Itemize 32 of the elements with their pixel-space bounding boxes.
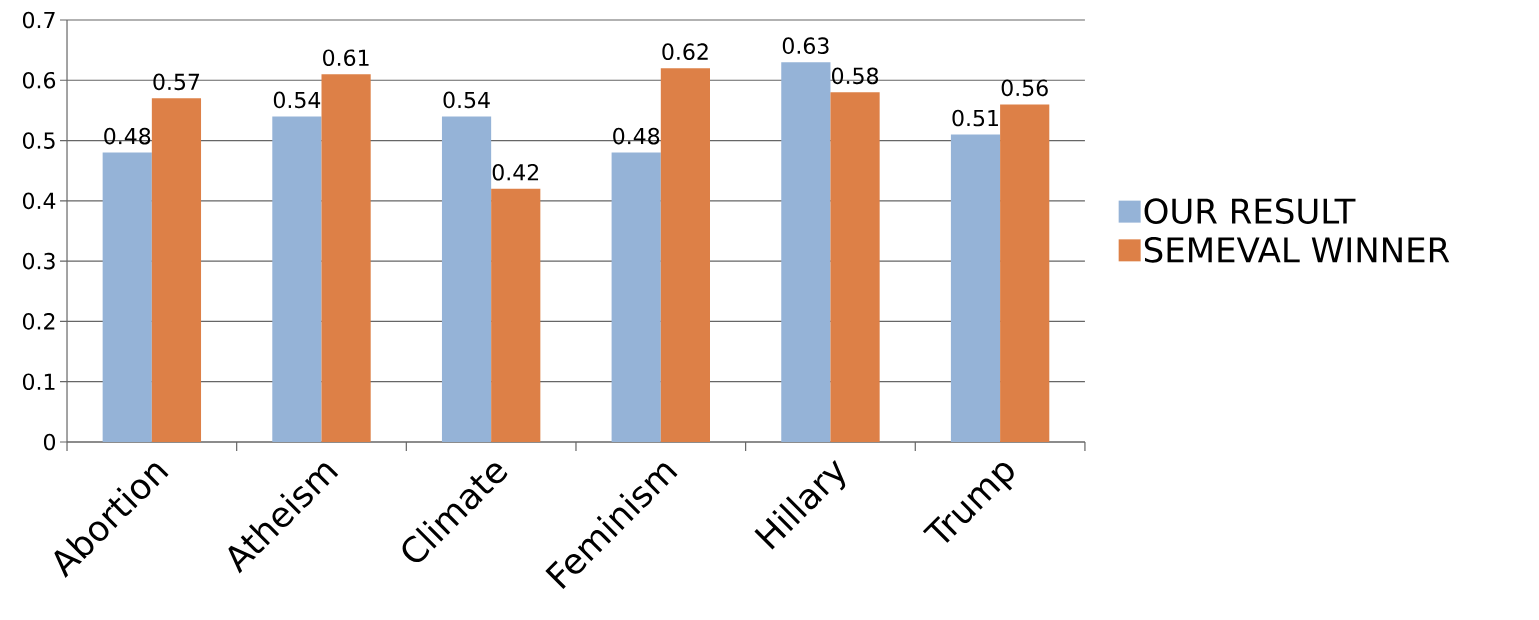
- data-label: 0.58: [832, 67, 879, 85]
- y-tick-label: 0.6: [22, 71, 56, 89]
- bar: [102, 152, 152, 442]
- y-tick-label: 0.2: [22, 313, 55, 330]
- bar: [1000, 104, 1050, 442]
- data-label: 0.54: [273, 91, 321, 109]
- data-label: 0.42: [492, 163, 539, 181]
- y-tick-label: 0: [43, 433, 56, 451]
- bar: [830, 92, 880, 442]
- y-tick-label: 0.3: [22, 252, 55, 270]
- bar: [660, 68, 710, 442]
- data-label: 0.61: [323, 49, 369, 67]
- bar: [950, 134, 1001, 442]
- y-tick-label: 0.7: [22, 11, 55, 29]
- y-tick-label: 0.1: [22, 373, 55, 391]
- y-tick-label: 0.5: [22, 132, 55, 149]
- bar: [491, 188, 541, 442]
- data-label: 0.62: [662, 43, 708, 61]
- bar: [321, 74, 371, 442]
- data-label: 0.54: [443, 91, 490, 109]
- data-label: 0.63: [782, 37, 829, 54]
- bar: [781, 62, 831, 442]
- data-label: 0.56: [1001, 79, 1048, 97]
- data-label: 0.57: [153, 73, 200, 91]
- y-tick-label: 0.4: [22, 192, 56, 210]
- bar: [151, 98, 202, 442]
- bar: [441, 116, 492, 442]
- bar: [272, 116, 322, 442]
- legend-label: SEMEVAL WINNER: [1144, 236, 1450, 263]
- data-label: 0.51: [952, 109, 998, 127]
- legend-label: OUR RESULT: [1144, 198, 1356, 224]
- bar: [611, 152, 661, 442]
